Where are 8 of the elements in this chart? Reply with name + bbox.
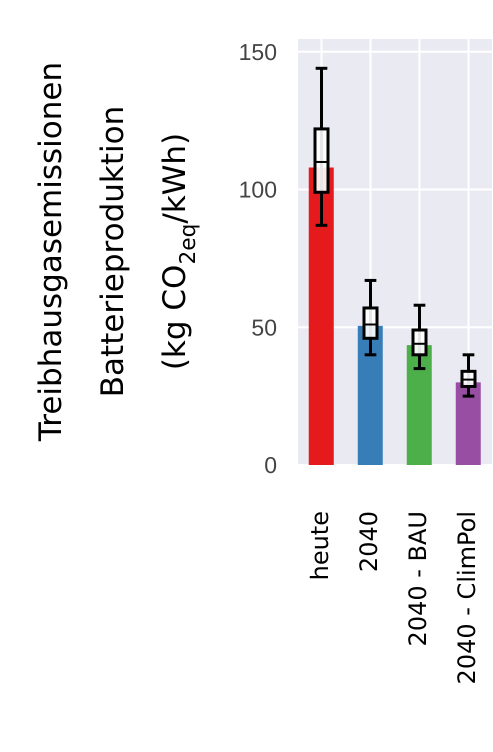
x-tick-label: 2040 - ClimPol (453, 511, 482, 684)
y-tick-label: 100 (238, 176, 277, 203)
y-tick-label: 0 (264, 452, 277, 478)
y-tick-label: 50 (251, 314, 277, 340)
x-tick-label: heute (306, 511, 334, 580)
x-tick-label: 2040 - BAU (404, 511, 432, 646)
y-tick-label: 150 (238, 38, 277, 65)
x-tick-label: 2040 (355, 511, 384, 572)
